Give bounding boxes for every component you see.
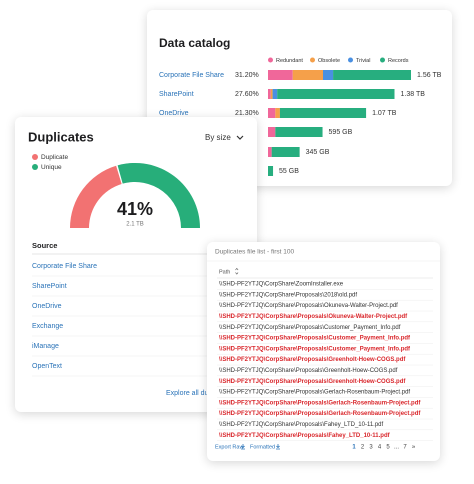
file-list-panel: Duplicates file list - first 100 Path \\SH… (207, 249, 440, 451)
legend-swatch (310, 57, 315, 63)
total-label: 1.07 TB (372, 110, 397, 117)
source-link[interactable]: Corporate File Share (32, 263, 97, 270)
file-path: \\SHD-PF2YTJQ\CorpShare\Proposals\Custom… (219, 346, 411, 352)
source-link[interactable]: SharePoint (32, 283, 67, 290)
file-path: \\SHD-PF2YTJQ\CorpShare\Proposals\Okunev… (219, 303, 398, 309)
file-path: \\SHD-PF2YTJQ\CorpShare\Proposals\Gerlac… (219, 400, 421, 406)
bar-segment (268, 166, 274, 176)
file-path: \\SHD-PF2YTJQ\CorpShare\Proposals\Fahey_… (219, 433, 391, 439)
gauge-value: 41% (117, 199, 153, 219)
legend-label: Records (388, 58, 409, 64)
source-link[interactable]: OneDrive (32, 303, 62, 310)
source-link[interactable]: Exchange (32, 323, 63, 330)
file-path: \\SHD-PF2YTJQ\CorpShare\Proposals\Custom… (219, 336, 411, 342)
bar-segment (275, 108, 280, 118)
bar-segment (268, 89, 271, 99)
page-link[interactable]: 1 (352, 445, 356, 451)
duplicates-panel: Duplicates By size Duplicate Unique 41% 2.1 T… (28, 129, 257, 397)
source-link[interactable]: OneDrive (159, 110, 189, 117)
legend-label: Unique (41, 164, 62, 171)
page-link[interactable]: ... (394, 445, 399, 451)
file-path: \\SHD-PF2YTJQ\CorpShare\Proposals\Gerlac… (219, 411, 421, 417)
legend-label: Trivial (356, 58, 370, 64)
bar-segment (268, 127, 276, 137)
share-label: 31.20% (235, 72, 259, 79)
bar-segment (270, 89, 273, 99)
explore-link[interactable]: Explore all duplicates (166, 390, 233, 397)
total-label: 1.38 TB (401, 91, 426, 98)
bar-segment (275, 127, 323, 137)
bar-segment (292, 70, 323, 80)
bar-segment (271, 147, 300, 157)
card-title: Duplicates (28, 129, 94, 144)
source-link[interactable]: OpenText (32, 363, 62, 370)
bar-segment (268, 108, 276, 118)
bar-segment (277, 89, 395, 99)
source-link[interactable]: Corporate File Share (159, 72, 224, 79)
card-title: Duplicates file list - first 100 (215, 249, 294, 256)
sort-dropdown[interactable]: By size (205, 133, 231, 142)
legend-label: Duplicate (41, 154, 68, 161)
file-path: \\SHD-PF2YTJQ\CorpShare\Proposals\Greenh… (219, 357, 406, 363)
file-path: \\SHD-PF2YTJQ\CorpShare\Proposals\Okunev… (219, 314, 408, 320)
bar-segment (279, 108, 367, 118)
file-path: \\SHD-PF2YTJQ\CorpShare\Proposals\Fahey_… (219, 422, 384, 428)
dropdown-chevron[interactable] (236, 135, 244, 140)
download-icon[interactable] (276, 444, 280, 450)
page-link[interactable]: 5 (386, 445, 390, 451)
page-link[interactable]: 4 (378, 445, 382, 451)
legend-swatch (268, 57, 273, 63)
total-label: 55 GB (279, 168, 299, 175)
export-link[interactable]: Export Raw (215, 444, 243, 450)
page-link[interactable]: 2 (361, 445, 365, 451)
page-link[interactable]: » (412, 445, 416, 451)
file-path: \\SHD-PF2YTJQ\CorpShare\Proposals\Greenh… (219, 368, 398, 374)
gauge-segment (70, 165, 122, 228)
legend-swatch (32, 164, 38, 170)
total-label: 345 GB (306, 149, 330, 156)
legend-swatch (380, 57, 385, 63)
share-label: 27.60% (235, 91, 259, 98)
source-link[interactable]: iManage (32, 343, 59, 350)
share-label: 21.30% (235, 110, 259, 117)
bar-segment (272, 89, 278, 99)
page-link[interactable]: 7 (403, 445, 407, 451)
file-path: \\SHD-PF2YTJQ\CorpShare\ZoomInstaller.ex… (219, 282, 344, 288)
column-header: Source (32, 241, 57, 250)
gauge-sublabel: 2.1 TB (126, 222, 144, 228)
source-link[interactable]: SharePoint (159, 91, 194, 98)
export-link[interactable]: Formatted (250, 444, 275, 450)
sort-icon[interactable] (235, 267, 239, 275)
bar-segment (333, 70, 411, 80)
gauge-segment (117, 163, 200, 228)
download-icon[interactable] (241, 444, 245, 450)
column-header[interactable]: Path (219, 269, 230, 275)
page-link[interactable]: 3 (369, 445, 373, 451)
card-title: Data catalog (159, 36, 230, 50)
legend-swatch (32, 154, 38, 160)
total-label: 595 GB (329, 129, 353, 136)
file-path: \\SHD-PF2YTJQ\CorpShare\Proposals\Gerlac… (219, 390, 410, 396)
file-path: \\SHD-PF2YTJQ\CorpShare\Proposals\2018\o… (219, 292, 357, 298)
data-catalog-chart: Data catalog Redundant Obsolete Trivial Reco… (159, 36, 442, 176)
bar-segment (268, 147, 272, 157)
legend-label: Redundant (276, 58, 303, 64)
file-path: \\SHD-PF2YTJQ\CorpShare\Proposals\Greenh… (219, 379, 406, 385)
file-path: \\SHD-PF2YTJQ\CorpShare\Proposals\Custom… (219, 325, 401, 331)
legend-swatch (348, 57, 353, 63)
legend-label: Obsolete (318, 58, 340, 64)
bar-segment (323, 70, 334, 80)
file-list-card: Duplicates file list - first 100 Path \\SH… (207, 242, 440, 461)
total-label: 1.56 TB (417, 72, 442, 79)
bar-segment (268, 70, 293, 80)
